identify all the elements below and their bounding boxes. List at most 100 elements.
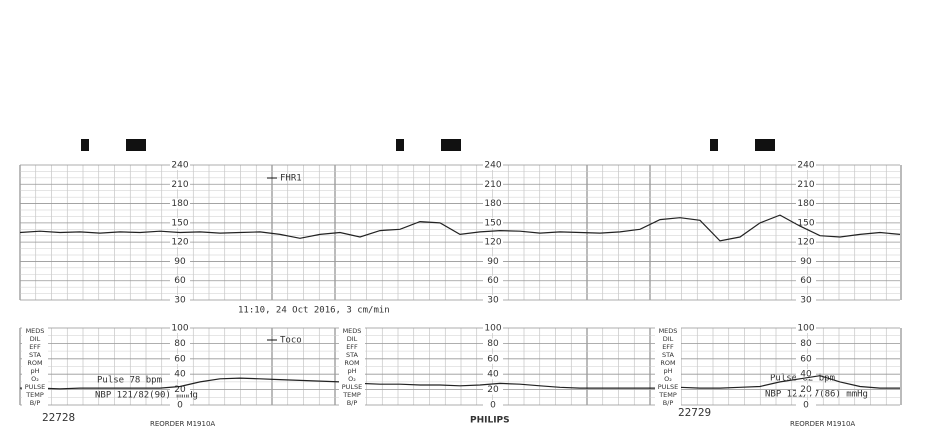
nbp-annotation: NBP 121/82(90) mmHg [95, 391, 198, 401]
y-tick-label: 80 [487, 339, 499, 349]
side-label-bg [22, 367, 48, 375]
side-label: STA [662, 351, 675, 359]
side-label-bg [655, 359, 681, 367]
side-label: EFF [346, 343, 358, 351]
side-label-bg [339, 335, 365, 343]
tick-label-bg [796, 237, 816, 248]
side-label-bg [339, 343, 365, 351]
tick-label-bg [796, 353, 816, 364]
tick-label-bg [796, 217, 816, 228]
tick-label-bg [170, 323, 190, 333]
side-label-bg [22, 343, 48, 351]
nbp-annotation: NBP 121/77(86) mmHg [765, 390, 868, 400]
y-tick-label: 30 [800, 296, 812, 306]
side-label-bg [339, 383, 365, 391]
tick-label-bg [796, 338, 816, 349]
tick-label-bg [796, 384, 816, 395]
tick-label-bg [170, 338, 190, 349]
side-label-bg [655, 351, 681, 359]
y-tick-label: 100 [484, 324, 501, 334]
y-tick-label: 120 [797, 238, 814, 248]
y-tick-label: 0 [177, 401, 183, 411]
side-label: PULSE [658, 383, 679, 391]
y-tick-label: 180 [797, 199, 814, 209]
tick-label-bg [170, 295, 190, 305]
side-label: EFF [29, 343, 41, 351]
y-tick-label: 30 [487, 296, 499, 306]
pulse-annotation: Pulse 78 bpm [97, 376, 162, 386]
brand: PHILIPS [470, 416, 510, 426]
y-tick-label: 100 [797, 324, 814, 334]
tick-label-bg [483, 198, 503, 209]
y-tick-label: 30 [174, 296, 186, 306]
side-label: O₂ [664, 375, 672, 383]
tick-label-bg [170, 275, 190, 286]
fhr-label: FHR1 [280, 174, 302, 184]
side-label-bg [339, 367, 365, 375]
side-label-bg [339, 399, 365, 407]
tick-label-bg [796, 179, 816, 190]
tick-label-bg [796, 198, 816, 209]
y-tick-label: 120 [171, 238, 188, 248]
y-tick-label: 90 [487, 257, 499, 267]
side-label: PULSE [342, 383, 363, 391]
tick-label-bg [170, 198, 190, 209]
side-label: ROM [27, 359, 42, 367]
y-tick-label: 180 [484, 199, 501, 209]
tick-label-bg [483, 369, 503, 380]
y-tick-label: 0 [803, 401, 809, 411]
tick-label-bg [170, 160, 190, 170]
y-tick-label: 20 [800, 385, 812, 395]
side-label: ROM [344, 359, 359, 367]
tick-label-bg [483, 160, 503, 170]
side-label: O₂ [31, 375, 39, 383]
side-label-bg [655, 367, 681, 375]
tick-label-bg [796, 323, 816, 333]
tick-label-bg [796, 256, 816, 267]
side-label-bg [22, 383, 48, 391]
side-label: MEDS [343, 327, 362, 335]
side-label-bg [22, 391, 48, 399]
side-label-bg [339, 359, 365, 367]
side-label-bg [655, 343, 681, 351]
tick-label-bg [483, 179, 503, 190]
tick-label-bg [170, 369, 190, 380]
y-tick-label: 80 [174, 339, 186, 349]
side-label: TEMP [342, 391, 361, 399]
y-tick-label: 60 [174, 276, 186, 286]
tick-label-bg [483, 256, 503, 267]
tick-label-bg [170, 384, 190, 395]
tick-label-bg [796, 275, 816, 286]
side-label-bg [22, 335, 48, 343]
y-tick-label: 60 [800, 276, 812, 286]
side-label-bg [339, 391, 365, 399]
side-label: STA [29, 351, 42, 359]
side-label: pH [30, 367, 39, 375]
event-markers [81, 139, 775, 151]
y-tick-label: 210 [171, 180, 188, 190]
tick-label-bg [170, 256, 190, 267]
side-label: B/P [30, 399, 41, 407]
y-tick-label: 90 [800, 257, 812, 267]
side-label: STA [346, 351, 359, 359]
trace [19, 214, 901, 242]
side-label: MEDS [659, 327, 678, 335]
tick-label-bg [483, 275, 503, 286]
side-label: pH [663, 367, 672, 375]
y-tick-label: 40 [800, 370, 812, 380]
side-label: PULSE [25, 383, 46, 391]
side-label-bg [22, 351, 48, 359]
side-label-bg [339, 327, 365, 335]
y-tick-label: 60 [487, 354, 499, 364]
page-number: 22728 [42, 411, 75, 424]
tick-label-bg [483, 384, 503, 395]
y-tick-label: 210 [484, 180, 501, 190]
tick-label-bg [796, 400, 816, 410]
tick-label-bg [796, 295, 816, 305]
side-label-bg [22, 359, 48, 367]
toco-label: Toco [280, 336, 302, 346]
y-tick-label: 40 [487, 370, 499, 380]
tick-label-bg [170, 237, 190, 248]
side-label: EFF [662, 343, 674, 351]
side-label-bg [22, 375, 48, 383]
